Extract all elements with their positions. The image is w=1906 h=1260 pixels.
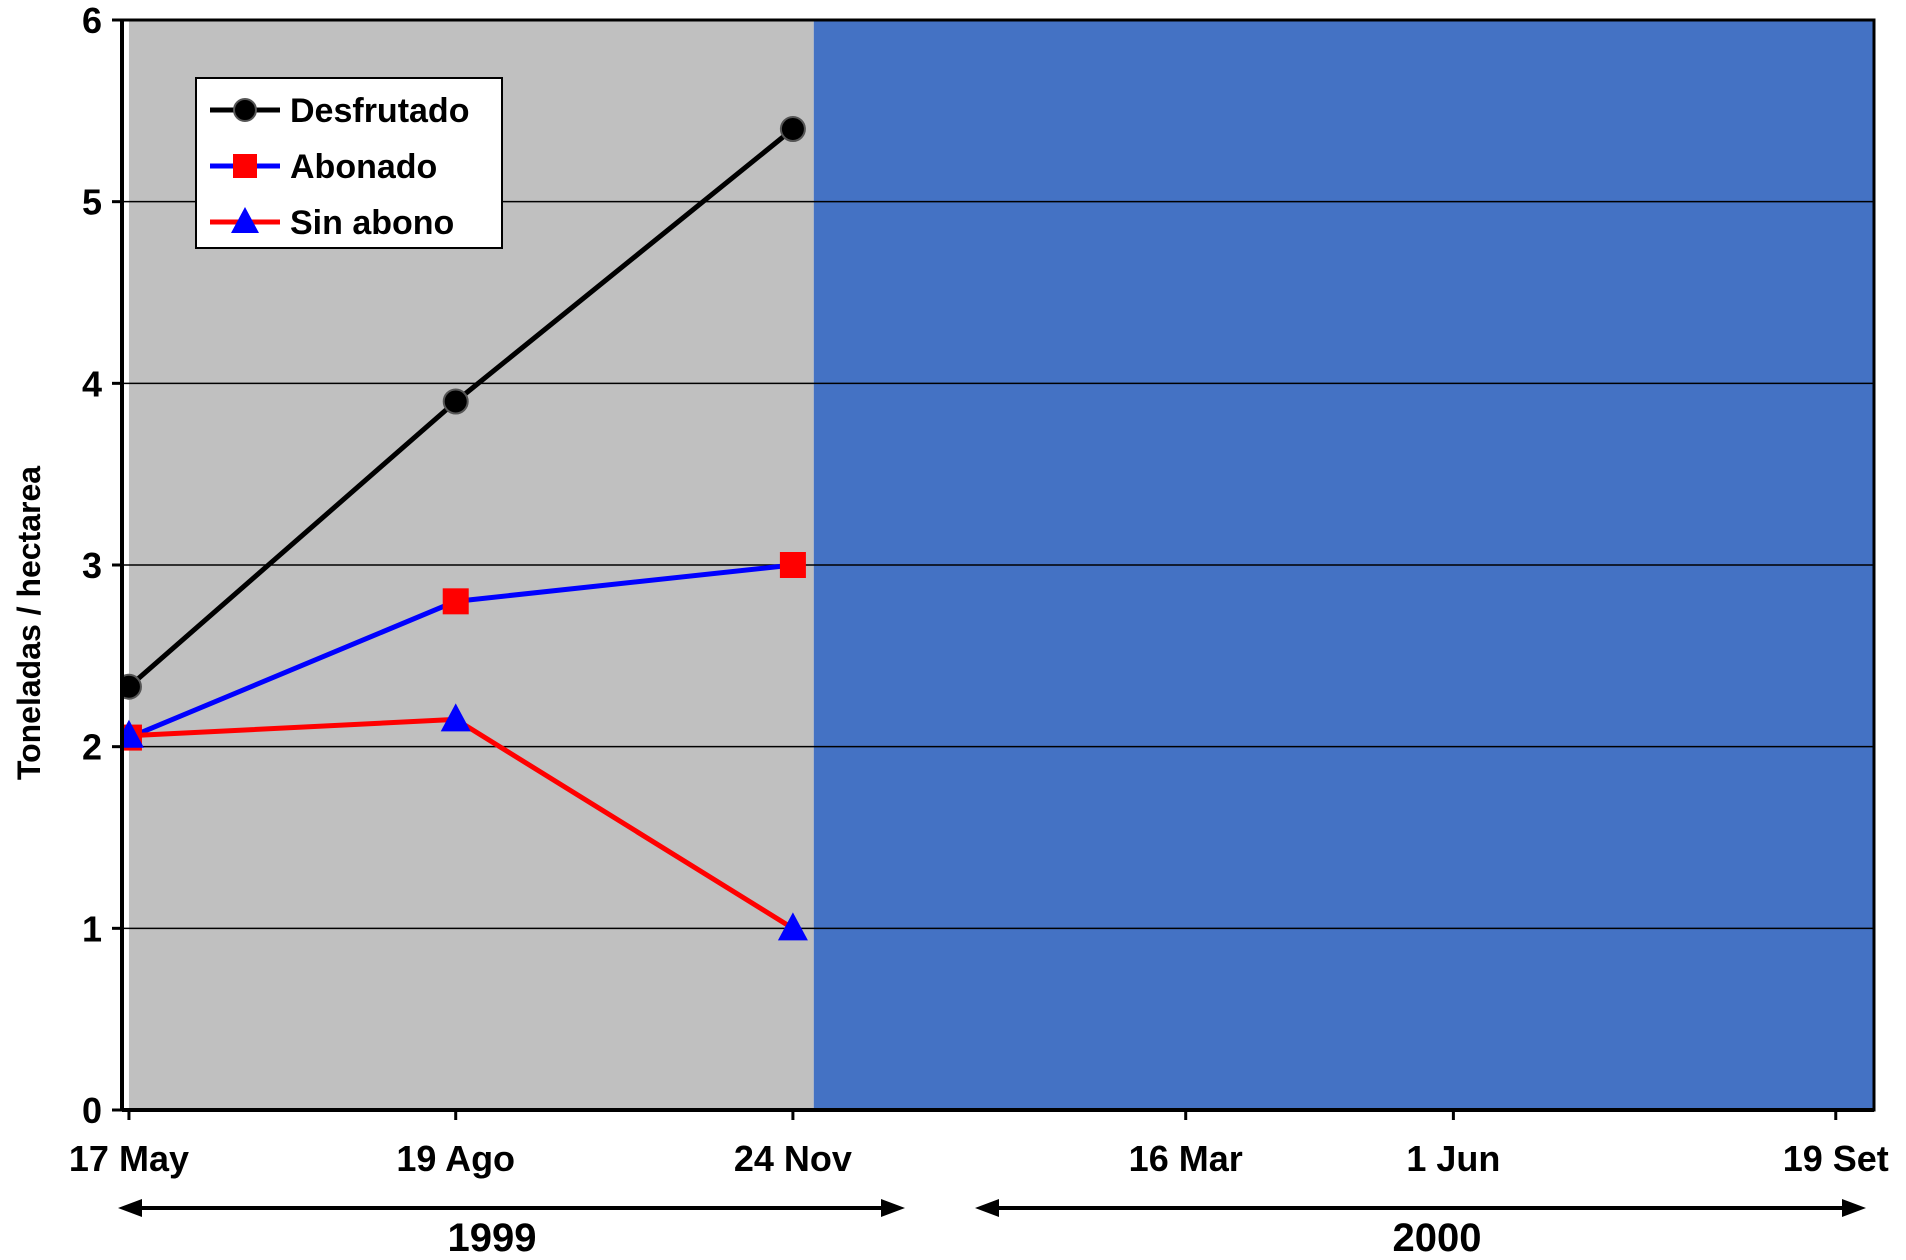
- y-tick-label-3: 3: [82, 545, 102, 586]
- point-desfrutado-2: [442, 388, 469, 415]
- x-tick-label-2: 19 Ago: [396, 1138, 515, 1179]
- x-tick-label-3: 24 Nov: [734, 1138, 852, 1179]
- labels: 0 1 2 3 4 5 6 17 May 19 Ago 24 Nov 16 Mar 1 Jun 19 S…: [11, 0, 1889, 1260]
- legend: Desfrutado Abonado Sin abono: [195, 77, 503, 249]
- y-tick-label-5: 5: [82, 182, 102, 223]
- y-axis-title: Toneladas / hectarea: [11, 466, 47, 780]
- point-sin-abono-2: [440, 703, 471, 732]
- legend-marker-desfrutado: [233, 98, 257, 122]
- period-label-1999: 1999: [448, 1216, 537, 1260]
- point-abonado-2: [442, 588, 469, 615]
- legend-label-sin-abono: Sin abono: [290, 204, 454, 242]
- x-tick-label-1: 17 May: [69, 1138, 189, 1179]
- y-tick-label-4: 4: [82, 363, 102, 404]
- y-tick-label-1: 1: [82, 908, 102, 949]
- legend-marker-sin-abono: [231, 207, 259, 233]
- period-arrow-right-1999: [881, 1199, 905, 1217]
- period-label-2000: 2000: [1393, 1216, 1482, 1260]
- axes: [112, 18, 1876, 1217]
- y-tick-label-0: 0: [82, 1090, 102, 1131]
- y-tick-label-6: 6: [82, 0, 102, 41]
- point-abonado-3: [779, 552, 806, 578]
- y-tick-label-2: 2: [82, 727, 102, 768]
- period-arrow-right-2000: [1842, 1199, 1866, 1217]
- point-sin-abono-1: [122, 719, 144, 748]
- point-sin-abono-3: [777, 912, 808, 941]
- point-desfrutado-1: [122, 673, 142, 700]
- x-tick-label-5: 1 Jun: [1406, 1138, 1500, 1179]
- x-tick-label-6: 19 Set: [1783, 1138, 1889, 1179]
- period-arrow-left-2000: [975, 1199, 999, 1217]
- legend-marker-abonado: [233, 154, 257, 178]
- period-arrow-left-1999: [118, 1199, 142, 1217]
- data-series: [122, 116, 808, 941]
- legend-label-abonado: Abonado: [290, 148, 437, 186]
- point-desfrutado-3: [779, 116, 806, 142]
- x-tick-label-4: 16 Mar: [1129, 1138, 1243, 1179]
- legend-label-desfrutado: Desfrutado: [290, 92, 469, 130]
